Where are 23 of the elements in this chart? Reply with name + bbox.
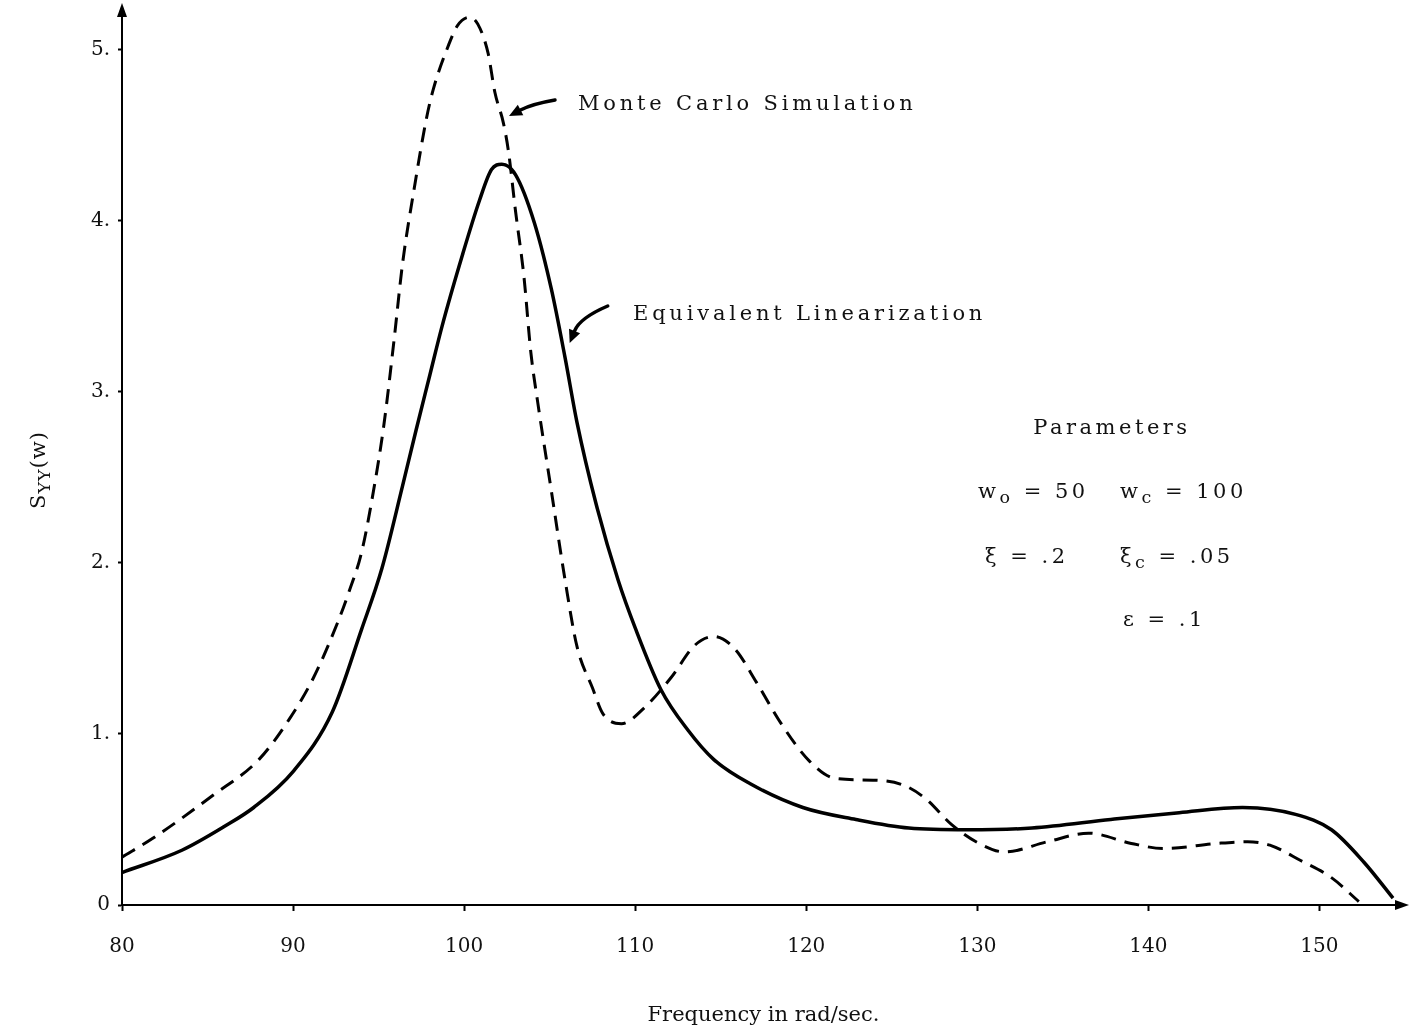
y-tick-label: 3. (90, 378, 110, 403)
y-tick-label: 2. (90, 549, 110, 574)
annotation: Parameters (1033, 414, 1191, 440)
annotation: Equivalent Linearization (633, 300, 987, 326)
x-tick-label: 120 (787, 933, 826, 958)
annotation: w$_{o}$ = 50 (978, 478, 1089, 510)
y-tick-label: 4. (90, 207, 110, 232)
y-tick-label: 0 (97, 891, 110, 916)
x-tick-label: 90 (280, 933, 306, 958)
x-tick-label: 100 (445, 933, 484, 958)
annotation: w$_{c}$ = 100 (1120, 478, 1247, 510)
y-tick-label: 5. (90, 35, 110, 60)
x-tick-label: 140 (1129, 933, 1168, 958)
x-tick-label: 110 (616, 933, 655, 958)
x-tick-label: 150 (1300, 933, 1339, 958)
y-tick-label: 1. (90, 720, 110, 745)
annotation: ε = .1 (1123, 606, 1206, 632)
x-tick-label: 130 (958, 933, 997, 958)
x-axis-title: Frequency in rad/sec. (647, 1001, 880, 1026)
x-tick-label: 80 (109, 933, 135, 958)
annotation: ξ$_{c}$ = .05 (1120, 543, 1234, 575)
annotation: ξ = .2 (985, 543, 1069, 569)
annotation: Monte Carlo Simulation (578, 90, 917, 116)
